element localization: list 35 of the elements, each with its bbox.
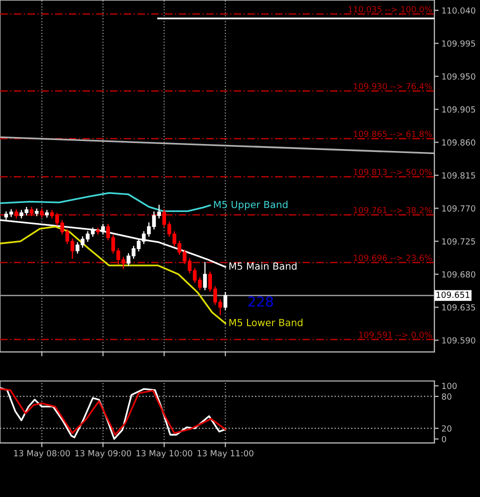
y-tick-label: 109.725: [442, 238, 476, 245]
ref-line-label: 109.696 --> 23.6%: [354, 254, 432, 261]
x-tick-label: 13 May 11:00: [198, 450, 254, 458]
y-tick-label: 109.770: [442, 205, 476, 212]
series-label: M5 Main Band: [229, 262, 296, 270]
y-tick-label: 20: [442, 425, 452, 432]
y-tick-label: 80: [442, 393, 452, 400]
ref-line-label: 109.865 --> 61.8%: [354, 130, 432, 138]
candlestick: [34, 208, 39, 216]
y-tick-label: 109.860: [442, 139, 476, 146]
ref-line-label: 109.761 --> 38.2%: [354, 206, 432, 214]
ref-line-label: 109.813 --> 50.0%: [354, 168, 432, 176]
y-tick-label: 109.950: [442, 73, 476, 80]
ref-line-label: 109.591 --> 0.0%: [359, 332, 432, 338]
y-tick-label: 109.995: [442, 40, 476, 47]
x-tick-label: 13 May 08:00: [14, 450, 70, 458]
y-tick-label: 100: [442, 382, 457, 390]
candlestick: [223, 292, 228, 310]
y-tick-label: 109.680: [442, 271, 476, 278]
y-tick-label: 0: [442, 436, 446, 442]
x-tick-label: 13 May 09:00: [75, 450, 132, 458]
y-tick-label: 110.040: [442, 7, 476, 14]
annotation: 228: [248, 296, 273, 307]
y-tick-label: 109.815: [442, 172, 476, 179]
y-tick-label: 109.635: [442, 304, 476, 311]
x-tick-label: 13 May 10:00: [136, 450, 192, 458]
ref-line-label: 109.930 --> 76.4%: [354, 83, 432, 90]
y-tick-label: 109.905: [442, 106, 476, 113]
ref-line-label: 109.651: [436, 292, 470, 298]
ref-line-label: 110.035 --> 100.0%: [348, 6, 432, 12]
candlestick: [101, 224, 105, 235]
series-label: M5 Lower Band: [229, 318, 302, 326]
candlestick: [203, 262, 207, 290]
y-tick-label: 109.590: [442, 337, 476, 344]
series-label: M5 Upper Band: [214, 200, 288, 210]
